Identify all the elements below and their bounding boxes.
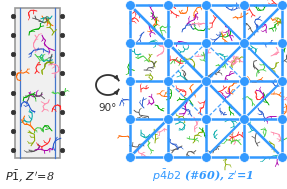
- Text: $P\bar{1}$, $Z^\prime$=8: $P\bar{1}$, $Z^\prime$=8: [5, 168, 55, 184]
- Bar: [15, 8, 60, 158]
- Text: $p\bar{4}b2$ (#60), $z^\prime$=1: $p\bar{4}b2$ (#60), $z^\prime$=1: [152, 168, 253, 184]
- Text: 90°: 90°: [99, 103, 117, 113]
